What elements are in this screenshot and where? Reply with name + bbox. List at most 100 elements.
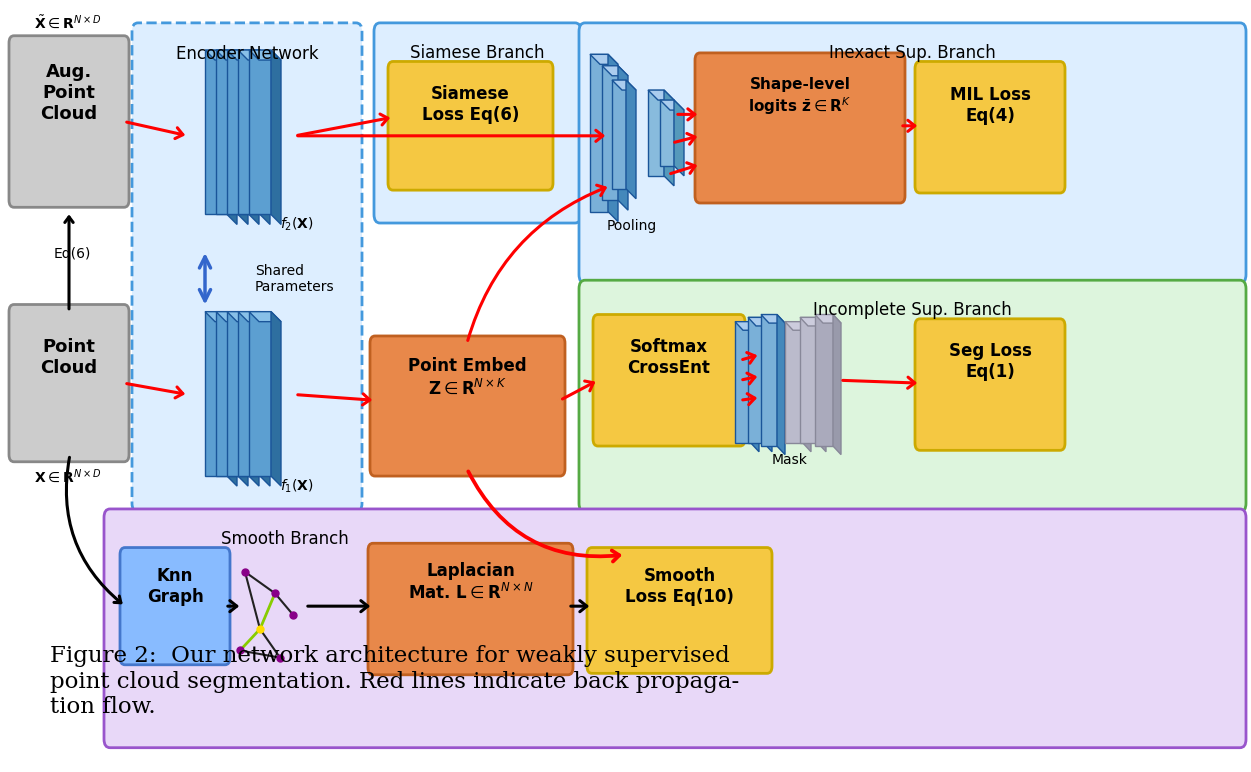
Polygon shape xyxy=(238,312,248,486)
Polygon shape xyxy=(764,317,772,452)
Polygon shape xyxy=(612,80,636,90)
Polygon shape xyxy=(238,50,248,225)
Polygon shape xyxy=(249,312,281,322)
Polygon shape xyxy=(799,317,826,326)
Polygon shape xyxy=(618,66,628,210)
Polygon shape xyxy=(664,90,674,186)
Bar xyxy=(238,312,260,476)
Text: $f_1(\mathbf{X})$: $f_1(\mathbf{X})$ xyxy=(280,477,314,495)
Polygon shape xyxy=(818,317,826,452)
Bar xyxy=(736,322,751,443)
Polygon shape xyxy=(216,50,248,60)
Text: Encoder Network: Encoder Network xyxy=(175,46,318,63)
FancyBboxPatch shape xyxy=(587,547,772,673)
Polygon shape xyxy=(777,314,784,455)
Polygon shape xyxy=(736,322,759,330)
Text: Seg Loss
Eq(1): Seg Loss Eq(1) xyxy=(948,342,1031,381)
FancyBboxPatch shape xyxy=(579,280,1246,512)
Polygon shape xyxy=(748,317,772,326)
Bar xyxy=(226,50,249,215)
Polygon shape xyxy=(803,322,811,452)
Text: Smooth
Loss Eq(10): Smooth Loss Eq(10) xyxy=(626,567,734,605)
Bar xyxy=(784,322,803,443)
FancyBboxPatch shape xyxy=(104,509,1246,748)
Text: Aug.
Point
Cloud: Aug. Point Cloud xyxy=(40,63,98,123)
FancyBboxPatch shape xyxy=(9,304,129,462)
Bar xyxy=(799,317,818,443)
Bar xyxy=(216,312,238,476)
Text: Mask: Mask xyxy=(772,453,808,467)
Polygon shape xyxy=(271,312,281,486)
Text: Shared
Parameters: Shared Parameters xyxy=(255,264,334,294)
FancyBboxPatch shape xyxy=(696,53,904,203)
Polygon shape xyxy=(249,50,259,225)
Polygon shape xyxy=(608,54,618,222)
Polygon shape xyxy=(648,90,674,100)
Bar xyxy=(590,54,608,212)
Polygon shape xyxy=(260,312,270,486)
Text: Smooth Branch: Smooth Branch xyxy=(221,530,349,548)
FancyBboxPatch shape xyxy=(9,36,129,208)
Text: Point Embed
$\mathbf{Z}\in\mathbf{R}^{N\times K}$: Point Embed $\mathbf{Z}\in\mathbf{R}^{N\… xyxy=(408,357,527,398)
Polygon shape xyxy=(226,50,259,60)
Polygon shape xyxy=(602,66,628,76)
Polygon shape xyxy=(226,312,259,322)
Text: MIL Loss
Eq(4): MIL Loss Eq(4) xyxy=(950,86,1031,125)
FancyBboxPatch shape xyxy=(579,23,1246,283)
FancyBboxPatch shape xyxy=(120,547,230,665)
Text: $\tilde{\mathbf{X}}\in\mathbf{R}^{N\times D}$: $\tilde{\mathbf{X}}\in\mathbf{R}^{N\time… xyxy=(34,15,101,32)
Polygon shape xyxy=(626,80,636,198)
Text: Shape-level
logits $\bar{\mathbf{z}}\in\mathbf{R}^{K}$: Shape-level logits $\bar{\mathbf{z}}\in\… xyxy=(748,77,852,117)
Text: Pooling: Pooling xyxy=(607,219,657,233)
Polygon shape xyxy=(814,314,841,323)
Bar xyxy=(648,90,664,176)
Polygon shape xyxy=(226,50,236,225)
Bar xyxy=(205,50,226,215)
Bar xyxy=(748,317,764,443)
Text: Inexact Sup. Branch: Inexact Sup. Branch xyxy=(829,44,996,62)
Bar xyxy=(602,66,618,200)
Polygon shape xyxy=(751,322,759,452)
Polygon shape xyxy=(260,50,270,225)
Bar xyxy=(249,50,271,215)
Polygon shape xyxy=(205,312,236,322)
Bar xyxy=(249,312,271,476)
FancyBboxPatch shape xyxy=(133,23,362,512)
Polygon shape xyxy=(784,322,811,330)
Text: Siamese Branch: Siamese Branch xyxy=(410,44,544,62)
FancyBboxPatch shape xyxy=(593,314,746,446)
Polygon shape xyxy=(238,50,270,60)
Polygon shape xyxy=(238,312,270,322)
Text: Point
Cloud: Point Cloud xyxy=(40,338,98,377)
Bar xyxy=(661,100,674,166)
Polygon shape xyxy=(226,312,236,486)
Bar xyxy=(761,314,777,446)
FancyBboxPatch shape xyxy=(914,319,1065,450)
Polygon shape xyxy=(205,50,236,60)
Text: Incomplete Sup. Branch: Incomplete Sup. Branch xyxy=(813,301,1012,320)
Polygon shape xyxy=(674,100,684,176)
Text: Softmax
CrossEnt: Softmax CrossEnt xyxy=(628,338,711,377)
Polygon shape xyxy=(590,54,618,64)
Polygon shape xyxy=(216,312,248,322)
Text: Eq(6): Eq(6) xyxy=(54,248,90,262)
Bar xyxy=(216,50,238,215)
Polygon shape xyxy=(249,312,259,486)
Text: Laplacian
Mat. $\mathbf{L}\in\mathbf{R}^{N\times N}$: Laplacian Mat. $\mathbf{L}\in\mathbf{R}^… xyxy=(408,562,533,602)
Polygon shape xyxy=(249,50,281,60)
Polygon shape xyxy=(833,314,841,455)
Bar xyxy=(814,314,833,446)
Text: $\mathbf{X}\in\mathbf{R}^{N\times D}$: $\mathbf{X}\in\mathbf{R}^{N\times D}$ xyxy=(34,467,101,485)
FancyBboxPatch shape xyxy=(370,336,565,476)
Text: Knn
Graph: Knn Graph xyxy=(146,567,204,605)
Text: Siamese
Loss Eq(6): Siamese Loss Eq(6) xyxy=(422,85,519,124)
FancyBboxPatch shape xyxy=(388,62,553,190)
Polygon shape xyxy=(271,50,281,225)
Text: Figure 2:  Our network architecture for weakly supervised
point cloud segmentati: Figure 2: Our network architecture for w… xyxy=(50,645,739,718)
Bar xyxy=(612,80,626,188)
Bar xyxy=(238,50,260,215)
FancyBboxPatch shape xyxy=(368,543,573,675)
Polygon shape xyxy=(761,314,784,323)
FancyBboxPatch shape xyxy=(914,62,1065,193)
Bar xyxy=(205,312,226,476)
